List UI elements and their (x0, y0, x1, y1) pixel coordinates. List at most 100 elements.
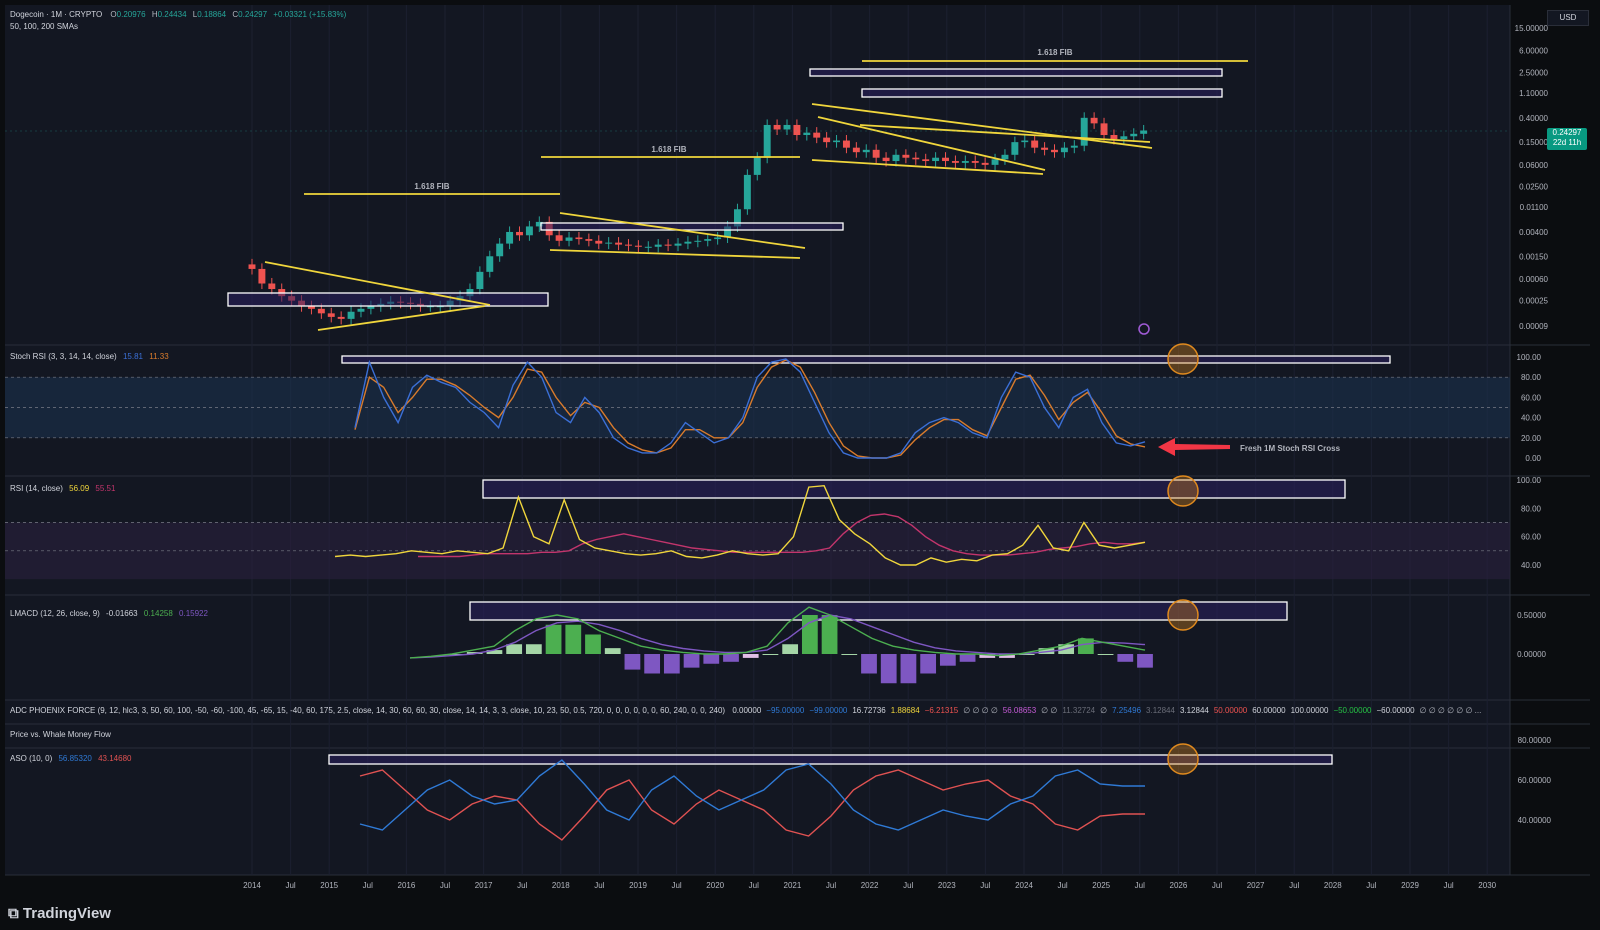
macd-marker (1167, 599, 1199, 631)
high-label: H (151, 10, 158, 19)
phoenix-legend[interactable]: ADC PHOENIX FORCE (9, 12, hlc3, 3, 50, 6… (10, 706, 1540, 715)
phoenix-value-5: −6.21315 (924, 706, 959, 715)
candle-10 (347, 311, 355, 319)
rsi-tick-3: 40.00 (1521, 561, 1542, 570)
phoenix-title: ADC PHOENIX FORCE (9, 12, hlc3, 3, 50, 6… (10, 706, 726, 715)
macd-legend[interactable]: LMACD (12, 26, close, 9) -0.01663 0.1425… (10, 609, 208, 618)
change-value: +0.03321 (+15.83%) (273, 10, 347, 19)
high-value: 0.24434 (157, 10, 187, 19)
candle-29 (535, 221, 543, 227)
candle-77 (1011, 142, 1019, 155)
candle-86 (1100, 123, 1108, 136)
candle-1 (258, 268, 266, 284)
aso-legend[interactable]: ASO (10, 0) 56.85320 43.14680 (10, 754, 131, 763)
macd-signal-value: 0.14258 (143, 609, 173, 618)
candle-28 (525, 226, 533, 236)
close-value: 0.24297 (238, 10, 268, 19)
fib-label-1: 1.618 FIB (414, 182, 449, 191)
stoch-d-line (354, 359, 1146, 459)
macd-hist-bar-5 (545, 624, 562, 654)
candle-25 (496, 243, 504, 257)
stoch-legend[interactable]: Stoch RSI (3, 3, 14, 14, close) 15.81 11… (10, 352, 169, 361)
sma-legend[interactable]: 50, 100, 200 SMAs (10, 22, 79, 31)
candle-36 (605, 242, 613, 244)
macd-hist-bar-0 (447, 654, 463, 655)
price-tick-12: 0.00025 (1519, 297, 1548, 306)
phoenix-value-11: 7.25496 (1112, 706, 1142, 715)
candle-54 (783, 124, 791, 130)
candle-42 (664, 244, 672, 246)
time-tick-20: 2024 (1015, 881, 1033, 890)
aso-box (328, 754, 1333, 765)
time-tick-17: Jul (903, 881, 913, 890)
macd-title: LMACD (12, 26, close, 9) (10, 609, 100, 618)
phoenix-value-18: −60.00000 (1376, 706, 1415, 715)
macd-hist-bar-28 (999, 654, 1015, 658)
aso-tick-1: 60.00000 (1518, 776, 1552, 785)
time-tick-10: 2019 (629, 881, 647, 890)
candle-80 (1041, 147, 1049, 150)
stoch-k-value: 15.81 (122, 352, 143, 361)
fib-label-3: 1.618 FIB (1037, 48, 1072, 57)
candle-37 (615, 242, 623, 245)
candle-12 (367, 306, 375, 309)
phoenix-value-7: 56.08653 (1002, 706, 1037, 715)
plot-area (5, 5, 1510, 875)
macd-line (409, 606, 1146, 659)
tradingview-logo[interactable]: ⧉ TradingView (8, 905, 111, 922)
whale-legend[interactable]: Price vs. Whale Money Flow (10, 730, 111, 739)
stoch-tick-3: 40.00 (1521, 414, 1542, 423)
rsi-box (482, 479, 1346, 499)
support-box-1 (227, 292, 549, 307)
candle-68 (922, 159, 930, 162)
candle-78 (1021, 140, 1029, 143)
stoch-tick-4: 20.00 (1521, 434, 1542, 443)
price-tick-3: 1.10000 (1519, 89, 1548, 98)
candle-38 (625, 244, 632, 246)
rsi-ma-value: 55.51 (95, 484, 116, 493)
time-tick-24: 2026 (1170, 881, 1188, 890)
time-tick-2: 2015 (320, 881, 338, 890)
macd-hist-bar-7 (585, 634, 601, 654)
phoenix-value-17: −50.00000 (1333, 706, 1372, 715)
candle-44 (684, 241, 692, 244)
chart-canvas[interactable]: 2014 Jul 2015 Jul 2016 Jul 2017 Jul 2018 Jul 2019 J… (0, 0, 1600, 900)
candle-18 (426, 306, 434, 308)
candle-27 (516, 231, 523, 236)
candle-82 (1060, 147, 1068, 153)
candle-19 (436, 306, 444, 308)
rsi-legend[interactable]: RSI (14, close) 56.09 55.51 (10, 484, 115, 493)
price-tick-1: 6.00000 (1519, 47, 1548, 56)
stoch-note: Fresh 1M Stoch RSI Cross (1240, 444, 1341, 453)
bar-countdown: 22d 11h (1552, 138, 1582, 147)
candle-81 (1051, 149, 1058, 153)
time-tick-19: Jul (980, 881, 990, 890)
price-tick-9: 0.00400 (1519, 228, 1548, 237)
candle-33 (575, 237, 583, 240)
candle-72 (961, 161, 969, 163)
support-box-2 (540, 222, 844, 231)
candle-74 (981, 162, 989, 165)
price-tick-13: 0.00009 (1519, 322, 1548, 331)
price-tick-4: 0.40000 (1519, 114, 1548, 123)
time-tick-29: Jul (1366, 881, 1376, 890)
currency-button[interactable]: USD (1547, 10, 1589, 26)
tv-logo-icon: ⧉ (8, 905, 23, 922)
stoch-tick-1: 80.00 (1521, 373, 1542, 382)
macd-hist-bar-12 (683, 654, 700, 668)
candle-46 (704, 239, 712, 241)
rsi-value: 56.09 (69, 484, 90, 493)
macd-box (469, 601, 1288, 621)
macd-hist-bar-29 (1018, 654, 1035, 655)
phoenix-value-6: ∅ ∅ ∅ ∅ (963, 706, 998, 715)
macd-hist-bar-35 (1137, 654, 1153, 668)
macd-hist-bar-27 (979, 654, 996, 658)
aso-marker (1167, 743, 1199, 775)
macd-hist-bar-33 (1097, 654, 1114, 655)
macd-hist-bar-9 (624, 654, 641, 670)
symbol-name[interactable]: Dogecoin · 1M · CRYPTO (10, 10, 103, 19)
candle-51 (753, 157, 761, 175)
candle-89 (1130, 133, 1138, 137)
candle-2 (268, 283, 276, 290)
